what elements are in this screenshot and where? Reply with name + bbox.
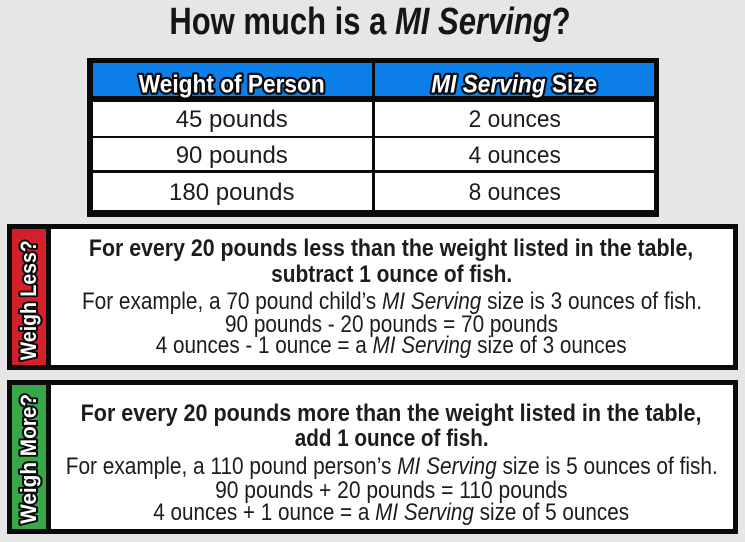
svg-text:Weigh Less?: Weigh Less?	[16, 240, 41, 360]
svg-text:MI Serving Size: MI Serving Size	[431, 70, 597, 98]
svg-text:Weight of Person: Weight of Person	[139, 70, 325, 98]
svg-text:Weigh More?: Weigh More?	[16, 394, 41, 524]
